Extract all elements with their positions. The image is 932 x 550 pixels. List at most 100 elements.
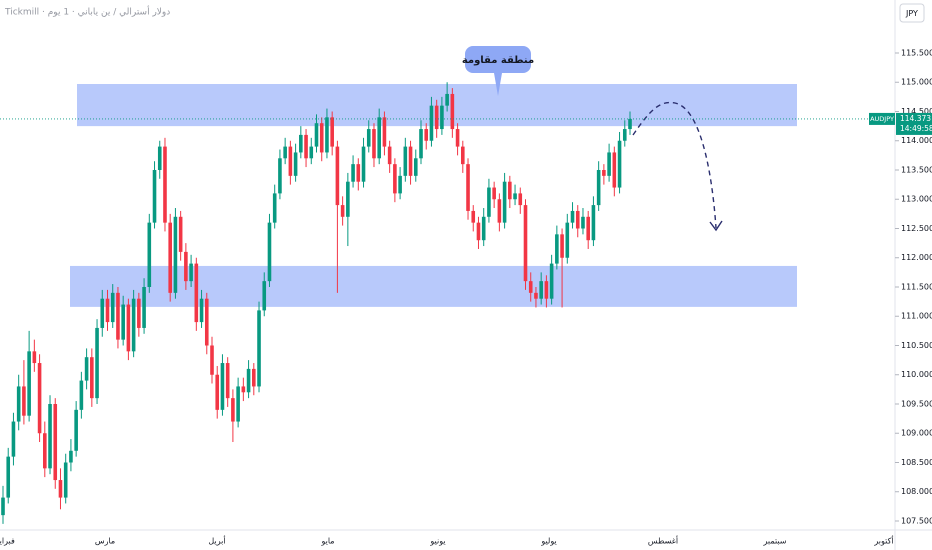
x-tick-label: مارس xyxy=(95,537,115,546)
candle-body xyxy=(79,380,84,410)
annotation: منطقة مقاومة xyxy=(462,55,534,66)
candle-body xyxy=(461,146,465,165)
candle-body xyxy=(116,292,120,340)
price-tag xyxy=(896,112,932,135)
candle-body xyxy=(586,216,590,241)
candle-body xyxy=(330,117,334,147)
candle-body xyxy=(210,345,214,375)
candle-body xyxy=(225,363,230,399)
candle-body xyxy=(53,403,58,481)
candle-body xyxy=(314,123,319,147)
price-zone xyxy=(70,265,797,307)
candle-body xyxy=(283,146,287,159)
y-tick-label: 109.000 xyxy=(901,429,932,438)
candle-body xyxy=(147,222,152,287)
candle-body xyxy=(157,146,162,170)
candle-body xyxy=(481,216,486,241)
candle-body xyxy=(90,357,94,399)
y-tick-label: 108.500 xyxy=(901,458,932,467)
chart-header: Tickmill · دولار أسترالي / ين ياباني · 1… xyxy=(4,6,170,18)
candle-body xyxy=(340,205,345,217)
candle-body xyxy=(471,210,476,223)
candle-body xyxy=(11,421,16,457)
y-tick-label: 114.500 xyxy=(901,107,932,116)
candle-body xyxy=(58,480,63,498)
candle-body xyxy=(152,169,157,223)
candle-body xyxy=(361,146,366,182)
candle-body xyxy=(27,351,31,416)
candle-body xyxy=(48,403,52,469)
candle-body xyxy=(142,286,146,328)
x-tick-label: يوليو xyxy=(540,537,556,546)
candle-body xyxy=(319,123,324,153)
candle-body xyxy=(445,93,449,106)
candle-body xyxy=(126,304,131,352)
candle-body xyxy=(492,187,496,200)
y-tick-label: 115.000 xyxy=(901,78,932,87)
candle-body xyxy=(241,386,246,393)
x-tick-label: أغسطس xyxy=(648,536,678,546)
annotation-box xyxy=(465,46,531,73)
candle-body xyxy=(252,368,256,387)
y-tick-label: 111.000 xyxy=(901,312,932,321)
candle-body xyxy=(366,129,371,147)
candle-body xyxy=(231,398,235,422)
candle-body xyxy=(100,298,105,328)
y-tick-label: 113.000 xyxy=(901,195,932,204)
candle-body xyxy=(487,187,491,217)
candle-body xyxy=(1,497,5,516)
candle-body xyxy=(534,292,538,299)
candle-body xyxy=(246,368,251,393)
candle-body xyxy=(555,234,559,264)
arrow-head xyxy=(709,220,723,232)
y-tick-label: 114.000 xyxy=(901,136,932,145)
candle-body xyxy=(523,205,528,282)
candle-body xyxy=(596,169,601,206)
x-tick-label: مايو xyxy=(320,537,334,546)
candle-body xyxy=(575,210,580,229)
last-price: 114.373 xyxy=(900,114,931,123)
candle-body xyxy=(419,129,423,159)
y-tick-label: 110.500 xyxy=(901,341,932,350)
candle-body xyxy=(622,129,627,141)
candle-body xyxy=(168,222,172,293)
candle-body xyxy=(455,129,460,147)
candle-body xyxy=(434,105,439,130)
candle-body xyxy=(565,222,570,258)
candle-body xyxy=(450,93,455,130)
candle-body xyxy=(413,158,418,176)
candle-body xyxy=(220,363,225,410)
candle-body xyxy=(105,298,110,323)
y-tick-label: 110.000 xyxy=(901,370,932,379)
candle-body xyxy=(476,222,481,241)
currency-box[interactable] xyxy=(899,3,925,23)
y-tick-label: 112.000 xyxy=(901,253,932,262)
currency[interactable]: JPY xyxy=(905,9,918,18)
candle-body xyxy=(262,281,267,311)
candle-body xyxy=(387,146,392,165)
candle-body xyxy=(184,251,188,282)
candle-body xyxy=(309,146,314,159)
candle-body xyxy=(424,129,429,141)
candle-body xyxy=(22,386,26,416)
x-tick-label: يونيو xyxy=(429,537,445,546)
candle-body xyxy=(204,298,209,346)
x-tick-label: أبريل xyxy=(208,536,225,546)
candle-body xyxy=(178,216,183,252)
candle-body xyxy=(346,181,350,217)
candle-body xyxy=(351,164,355,182)
candle-body xyxy=(278,158,282,194)
candle-body xyxy=(502,181,507,223)
candle-body xyxy=(215,374,220,410)
candle-body xyxy=(393,164,397,194)
y-tick-label: 108.000 xyxy=(901,487,932,496)
candle-body xyxy=(440,105,444,130)
y-tick-label: 115.500 xyxy=(901,49,932,58)
x-tick-label: أكتوبر xyxy=(873,536,893,546)
candle-body xyxy=(63,462,68,498)
candle-body xyxy=(581,216,585,229)
candle-body xyxy=(199,298,204,323)
countdown: 14:49:58 xyxy=(900,124,932,133)
candle-body xyxy=(628,118,632,130)
